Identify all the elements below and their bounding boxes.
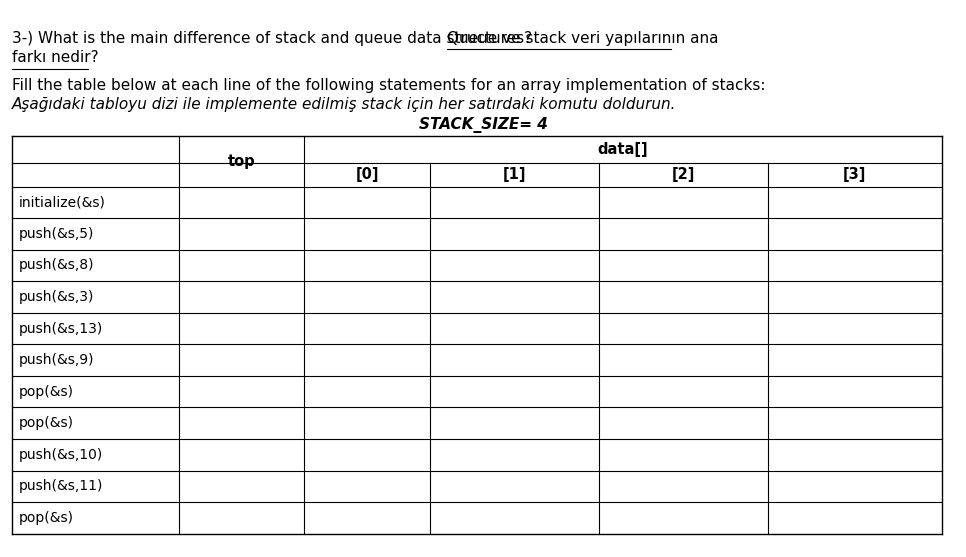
Text: push(&s,10): push(&s,10) [18, 448, 102, 462]
Text: push(&s,9): push(&s,9) [18, 353, 94, 367]
Text: [3]: [3] [843, 168, 867, 182]
Text: Aşağıdaki tabloyu dizi ile implemente edilmiş stack için her satırdaki komutu do: Aşağıdaki tabloyu dizi ile implemente ed… [12, 97, 676, 112]
Text: pop(&s): pop(&s) [18, 416, 73, 430]
Text: Fill the table below at each line of the following statements for an array imple: Fill the table below at each line of the… [12, 78, 765, 93]
Text: Queue ve stack veri yapılarının ana: Queue ve stack veri yapılarının ana [447, 31, 719, 46]
Text: pop(&s): pop(&s) [18, 511, 73, 525]
Text: [0]: [0] [355, 168, 379, 182]
Text: 3-) What is the main difference of stack and queue data structures?: 3-) What is the main difference of stack… [12, 31, 536, 46]
Text: STACK_SIZE= 4: STACK_SIZE= 4 [418, 117, 548, 133]
Text: initialize(&s): initialize(&s) [18, 196, 105, 209]
Text: push(&s,11): push(&s,11) [18, 479, 102, 494]
Text: top: top [228, 154, 255, 169]
Text: pop(&s): pop(&s) [18, 385, 73, 399]
Text: data[]: data[] [598, 143, 648, 157]
Text: [1]: [1] [502, 168, 526, 182]
Text: push(&s,13): push(&s,13) [18, 321, 102, 335]
Text: push(&s,3): push(&s,3) [18, 290, 94, 304]
Text: farkı nedir?: farkı nedir? [12, 50, 99, 65]
Text: push(&s,8): push(&s,8) [18, 258, 94, 272]
Text: push(&s,5): push(&s,5) [18, 227, 94, 241]
Text: [2]: [2] [671, 168, 696, 182]
